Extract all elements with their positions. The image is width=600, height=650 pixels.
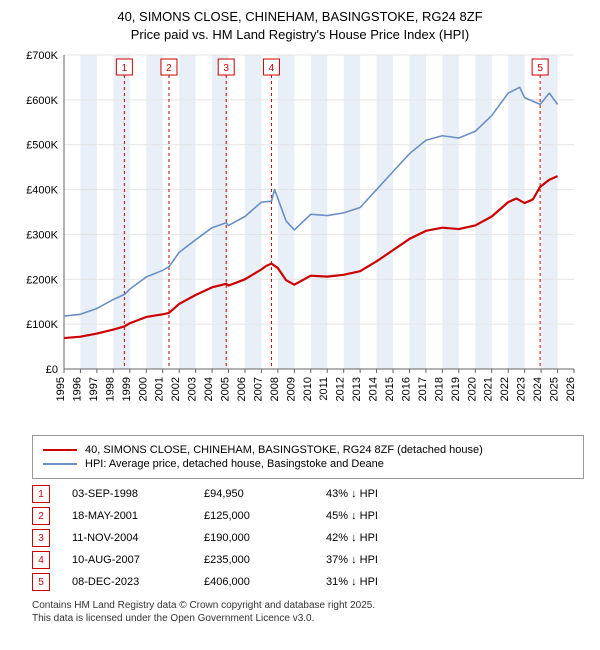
chart-title: 40, SIMONS CLOSE, CHINEHAM, BASINGSTOKE,… bbox=[0, 0, 600, 47]
footer-attribution: Contains HM Land Registry data © Crown c… bbox=[32, 599, 584, 625]
svg-text:£200K: £200K bbox=[26, 274, 58, 286]
sale-price: £190,000 bbox=[204, 532, 304, 544]
svg-text:£700K: £700K bbox=[26, 50, 58, 62]
svg-text:2020: 2020 bbox=[466, 377, 478, 401]
svg-text:£300K: £300K bbox=[26, 230, 58, 242]
legend: 40, SIMONS CLOSE, CHINEHAM, BASINGSTOKE,… bbox=[32, 435, 584, 479]
legend-item-hpi: HPI: Average price, detached house, Basi… bbox=[43, 458, 573, 470]
svg-text:2019: 2019 bbox=[450, 377, 462, 401]
svg-text:2025: 2025 bbox=[549, 377, 561, 401]
legend-label-paid: 40, SIMONS CLOSE, CHINEHAM, BASINGSTOKE,… bbox=[85, 444, 483, 456]
footer-line2: This data is licensed under the Open Gov… bbox=[32, 612, 584, 625]
sale-marker: 3 bbox=[32, 529, 50, 547]
sale-row: 4 10-AUG-2007 £235,000 37% ↓ HPI bbox=[32, 551, 584, 569]
svg-text:1995: 1995 bbox=[55, 377, 67, 401]
legend-item-paid: 40, SIMONS CLOSE, CHINEHAM, BASINGSTOKE,… bbox=[43, 444, 573, 456]
svg-text:£600K: £600K bbox=[26, 95, 58, 107]
svg-text:2005: 2005 bbox=[220, 377, 232, 401]
svg-text:£100K: £100K bbox=[26, 319, 58, 331]
svg-text:1997: 1997 bbox=[88, 377, 100, 401]
sale-marker: 5 bbox=[32, 573, 50, 591]
sale-row: 1 03-SEP-1998 £94,950 43% ↓ HPI bbox=[32, 485, 584, 503]
sale-date: 18-MAY-2001 bbox=[72, 510, 182, 522]
sale-marker: 4 bbox=[32, 551, 50, 569]
title-line2: Price paid vs. HM Land Registry's House … bbox=[0, 26, 600, 44]
sale-marker: 1 bbox=[32, 485, 50, 503]
legend-swatch-hpi bbox=[43, 463, 77, 465]
sales-table: 1 03-SEP-1998 £94,950 43% ↓ HPI 2 18-MAY-2001… bbox=[32, 485, 584, 591]
svg-text:2000: 2000 bbox=[137, 377, 149, 401]
sale-delta: 31% ↓ HPI bbox=[326, 576, 436, 588]
legend-swatch-paid bbox=[43, 449, 77, 451]
sale-delta: 45% ↓ HPI bbox=[326, 510, 436, 522]
sale-price: £94,950 bbox=[204, 488, 304, 500]
svg-text:2023: 2023 bbox=[516, 377, 528, 401]
sale-date: 03-SEP-1998 bbox=[72, 488, 182, 500]
svg-text:2018: 2018 bbox=[433, 377, 445, 401]
svg-text:2007: 2007 bbox=[252, 377, 264, 401]
svg-text:2022: 2022 bbox=[499, 377, 511, 401]
sale-delta: 43% ↓ HPI bbox=[326, 488, 436, 500]
svg-text:3: 3 bbox=[223, 63, 229, 74]
svg-text:5: 5 bbox=[537, 63, 543, 74]
sale-delta: 42% ↓ HPI bbox=[326, 532, 436, 544]
svg-text:1999: 1999 bbox=[121, 377, 133, 401]
sale-date: 08-DEC-2023 bbox=[72, 576, 182, 588]
title-line1: 40, SIMONS CLOSE, CHINEHAM, BASINGSTOKE,… bbox=[0, 8, 600, 26]
svg-text:2010: 2010 bbox=[302, 377, 314, 401]
svg-text:2001: 2001 bbox=[154, 377, 166, 401]
svg-text:2015: 2015 bbox=[384, 377, 396, 401]
sale-price: £406,000 bbox=[204, 576, 304, 588]
sale-price: £125,000 bbox=[204, 510, 304, 522]
sale-date: 11-NOV-2004 bbox=[72, 532, 182, 544]
footer-line1: Contains HM Land Registry data © Crown c… bbox=[32, 599, 584, 612]
sale-price: £235,000 bbox=[204, 554, 304, 566]
svg-text:£500K: £500K bbox=[26, 140, 58, 152]
svg-text:2008: 2008 bbox=[269, 377, 281, 401]
sale-row: 2 18-MAY-2001 £125,000 45% ↓ HPI bbox=[32, 507, 584, 525]
svg-text:2013: 2013 bbox=[351, 377, 363, 401]
svg-text:2026: 2026 bbox=[565, 377, 577, 401]
svg-text:1: 1 bbox=[122, 63, 128, 74]
svg-text:2016: 2016 bbox=[400, 377, 412, 401]
svg-text:2004: 2004 bbox=[203, 377, 215, 401]
svg-text:£400K: £400K bbox=[26, 185, 58, 197]
svg-text:2021: 2021 bbox=[483, 377, 495, 401]
price-chart: £0 £100K £200K £300K £400K £500K £600K £700K 199… bbox=[20, 47, 580, 427]
svg-text:£0: £0 bbox=[46, 364, 58, 376]
svg-text:2002: 2002 bbox=[170, 377, 182, 401]
svg-text:2003: 2003 bbox=[187, 377, 199, 401]
svg-text:2011: 2011 bbox=[318, 377, 330, 401]
svg-text:2009: 2009 bbox=[285, 377, 297, 401]
svg-text:2017: 2017 bbox=[417, 377, 429, 401]
svg-text:2: 2 bbox=[166, 63, 172, 74]
sale-marker: 2 bbox=[32, 507, 50, 525]
sale-row: 3 11-NOV-2004 £190,000 42% ↓ HPI bbox=[32, 529, 584, 547]
svg-text:2012: 2012 bbox=[335, 377, 347, 401]
svg-text:2024: 2024 bbox=[532, 377, 544, 401]
svg-text:2006: 2006 bbox=[236, 377, 248, 401]
svg-text:1996: 1996 bbox=[71, 377, 83, 401]
sale-date: 10-AUG-2007 bbox=[72, 554, 182, 566]
sale-delta: 37% ↓ HPI bbox=[326, 554, 436, 566]
sale-row: 5 08-DEC-2023 £406,000 31% ↓ HPI bbox=[32, 573, 584, 591]
svg-text:1998: 1998 bbox=[104, 377, 116, 401]
svg-text:2014: 2014 bbox=[368, 377, 380, 401]
svg-text:4: 4 bbox=[269, 63, 275, 74]
legend-label-hpi: HPI: Average price, detached house, Basi… bbox=[85, 458, 384, 470]
